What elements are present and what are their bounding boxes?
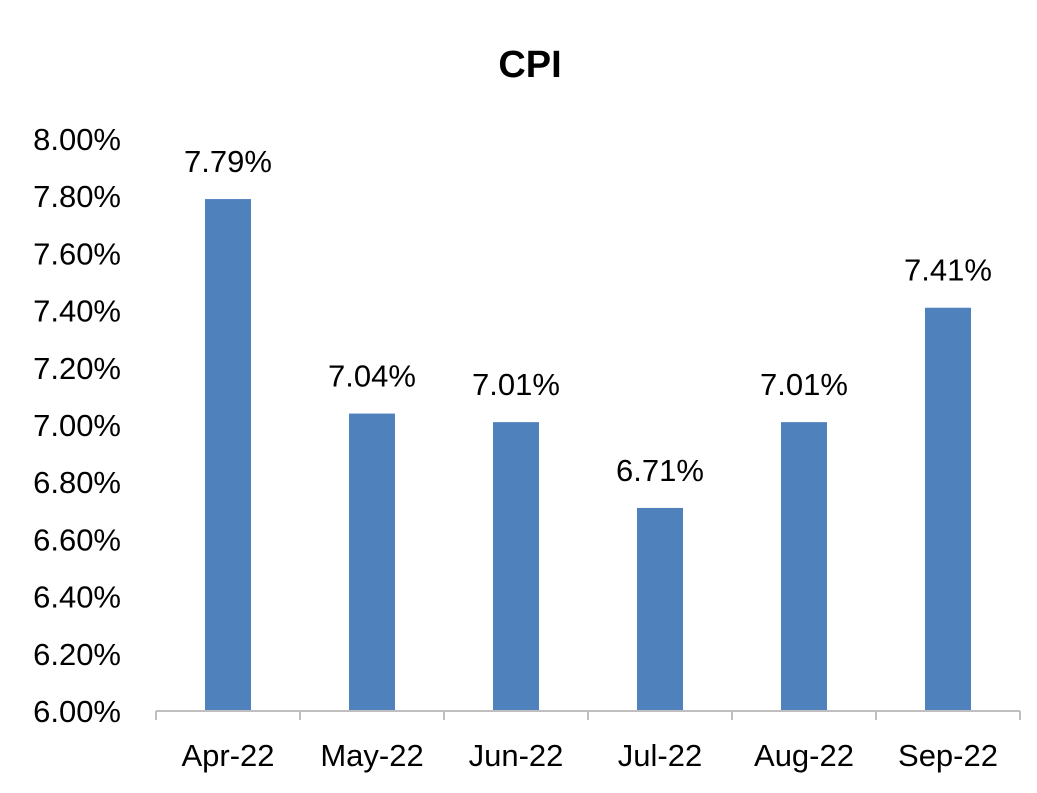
bar-data-labels: 7.79% 7.04% 7.01% 6.71% 7.01% 7.41% [184, 144, 992, 488]
y-tick-label: 7.00% [33, 408, 121, 443]
x-tick-label: Jun-22 [469, 738, 564, 773]
y-tick-label: 7.40% [33, 294, 121, 329]
data-label: 7.41% [904, 253, 992, 288]
x-tick-label: Sep-22 [898, 738, 998, 773]
data-label: 7.04% [328, 359, 416, 394]
y-tick-label: 6.20% [33, 637, 121, 672]
data-label: 7.01% [760, 367, 848, 402]
y-tick-label: 6.40% [33, 580, 121, 615]
x-axis [155, 710, 1021, 720]
x-tick-label: Aug-22 [754, 738, 854, 773]
bar-may-22 [349, 413, 395, 711]
data-label: 7.79% [184, 144, 272, 179]
bar-sep-22 [925, 307, 971, 711]
y-tick-label: 6.00% [33, 694, 121, 729]
bar-jun-22 [493, 422, 539, 711]
bar-jul-22 [637, 507, 683, 711]
y-tick-label: 8.00% [33, 122, 121, 157]
y-tick-label: 7.20% [33, 351, 121, 386]
chart-title: CPI [498, 44, 561, 86]
data-label: 7.01% [472, 367, 560, 402]
x-tick-label: Apr-22 [181, 738, 274, 773]
x-tick-label: Jul-22 [618, 738, 702, 773]
bar-apr-22 [205, 199, 251, 711]
y-tick-label: 6.60% [33, 522, 121, 557]
y-tick-label: 7.80% [33, 179, 121, 214]
bar-series [205, 199, 971, 711]
x-axis-category-labels: Apr-22 May-22 Jun-22 Jul-22 Aug-22 Sep-22 [181, 738, 998, 773]
data-label: 6.71% [616, 453, 704, 488]
y-axis-tick-labels: 6.00% 6.20% 6.40% 6.60% 6.80% 7.00% 7.20% 7.40%… [33, 122, 121, 729]
bar-aug-22 [781, 422, 827, 711]
y-tick-label: 6.80% [33, 465, 121, 500]
y-tick-label: 7.60% [33, 236, 121, 271]
x-tick-label: May-22 [320, 738, 423, 773]
